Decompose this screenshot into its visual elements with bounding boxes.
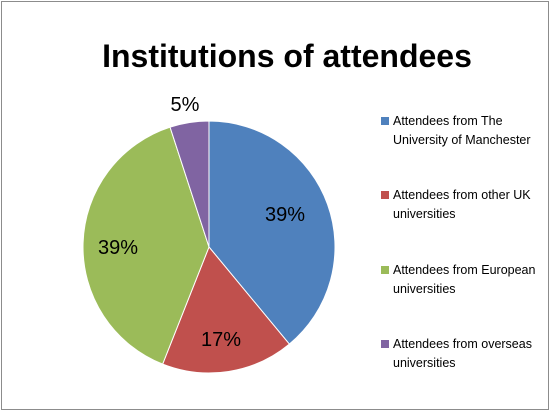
pie-slice [161,246,291,374]
legend-swatch [381,191,389,199]
chart-title: Institutions of attendees [102,38,472,74]
legend-swatch [381,266,389,274]
pie-slice [82,126,210,365]
legend-label: Attendees from European universities [393,263,536,296]
legend-label: Attendees from overseas universities [393,337,532,370]
pie-slice [208,120,336,345]
legend-label: Attendees from The University of Manches… [393,114,531,147]
slice-data-label: 39% [98,237,138,259]
slice-data-label: 39% [265,204,305,226]
slice-data-label: 17% [201,329,241,351]
pie-slice [169,120,210,248]
slice-data-label: 5% [171,94,200,116]
legend-swatch [381,340,389,348]
legend-label: Attendees from other UK universities [393,188,531,221]
legend-swatch [381,117,389,125]
